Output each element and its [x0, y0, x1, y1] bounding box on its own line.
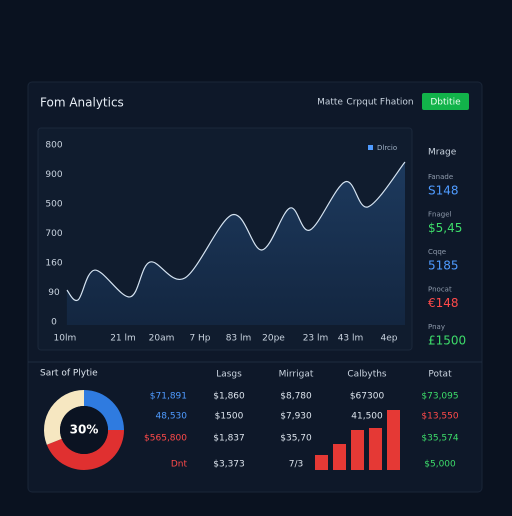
stat-label: Pnay	[428, 323, 445, 331]
stat-value: $5,45	[428, 221, 462, 235]
stat-value: S148	[428, 184, 459, 198]
area	[66, 162, 406, 325]
column-header: Potat	[428, 370, 452, 380]
table-cell: $565,800	[144, 434, 187, 444]
x-tick-label: 23 lm	[303, 334, 329, 344]
y-tick-label: 90	[48, 288, 60, 298]
nav-link[interactable]: Matte	[317, 98, 343, 108]
table-cell: 48,530	[156, 412, 188, 422]
table-cell: $1,837	[213, 434, 245, 444]
stat-label: Fnagel	[428, 211, 452, 219]
table-cell: $71,891	[150, 392, 187, 402]
legend-label: Dlrcio	[377, 144, 397, 152]
button[interactable]	[422, 93, 469, 110]
bar	[333, 444, 346, 470]
y-tick-label: 0	[51, 318, 57, 328]
column-header: Calbyths	[347, 370, 387, 380]
bar	[387, 410, 400, 470]
table-cell: $67300	[350, 392, 385, 402]
button-label[interactable]: Dbtitie	[430, 98, 461, 108]
table-cell: $35,574	[421, 434, 458, 444]
y-tick-label: 800	[45, 140, 62, 150]
x-tick-label: 20am	[149, 334, 175, 344]
x-tick-label: 7 Hp	[189, 334, 210, 344]
stat-value: €148	[428, 296, 459, 310]
bar	[351, 430, 364, 470]
donut-hole	[60, 406, 108, 454]
column-header: Lasgs	[216, 370, 242, 380]
table-cell: $13,550	[421, 412, 458, 422]
stat-value: 5185	[428, 259, 459, 273]
x-tick-label: 83 lm	[226, 334, 252, 344]
legend-swatch	[368, 145, 373, 150]
y-tick-label: 500	[45, 199, 62, 209]
table-cell: $8,780	[280, 392, 312, 402]
stat-value: £1500	[428, 334, 466, 348]
table-cell: $7,930	[280, 412, 312, 422]
donut-segment	[46, 430, 124, 471]
app-title: Fom Analytics	[40, 96, 124, 110]
x-tick-label: 10lm	[54, 334, 77, 344]
table-cell: $3,373	[213, 460, 245, 470]
sidebar-title: Mrage	[428, 148, 457, 158]
table-cell: $1,860	[213, 392, 245, 402]
y-tick-label: 700	[45, 229, 62, 239]
table-cell: $35,70	[280, 434, 312, 444]
bar	[315, 455, 328, 470]
table-cell: $1500	[215, 412, 244, 422]
table-cell: Dnt	[171, 460, 188, 470]
table-cell: $5,000	[424, 460, 456, 470]
donut-segment	[43, 390, 84, 445]
stat-label: Cqqe	[428, 248, 446, 256]
chart-title: Sart of Plytie	[40, 369, 98, 379]
column-header: Mirrigat	[279, 370, 314, 380]
stat-label: Pnocat	[428, 286, 452, 294]
bar	[369, 428, 382, 470]
y-tick-label: 160	[45, 258, 62, 268]
y-tick-label: 900	[45, 170, 62, 180]
x-tick-label: 21 lm	[110, 334, 136, 344]
nav-link[interactable]: Crpqut Fhation	[346, 98, 413, 108]
x-tick-label: 4ep	[381, 334, 398, 344]
table-cell: 41,500	[351, 412, 383, 422]
x-tick-label: 43 lm	[338, 334, 364, 344]
x-tick-label: 20pe	[262, 334, 285, 344]
donut-center: 30%	[70, 423, 99, 437]
donut-segment	[84, 390, 124, 430]
table-cell: $73,095	[421, 392, 458, 402]
content: Mrage Fanade S148 Fnagel $5,45 Cqqe 5185 Pnocat…	[40, 140, 466, 471]
line	[66, 161, 406, 302]
stat-label: Fanade	[428, 173, 453, 181]
table-cell: 7/3	[289, 460, 303, 470]
